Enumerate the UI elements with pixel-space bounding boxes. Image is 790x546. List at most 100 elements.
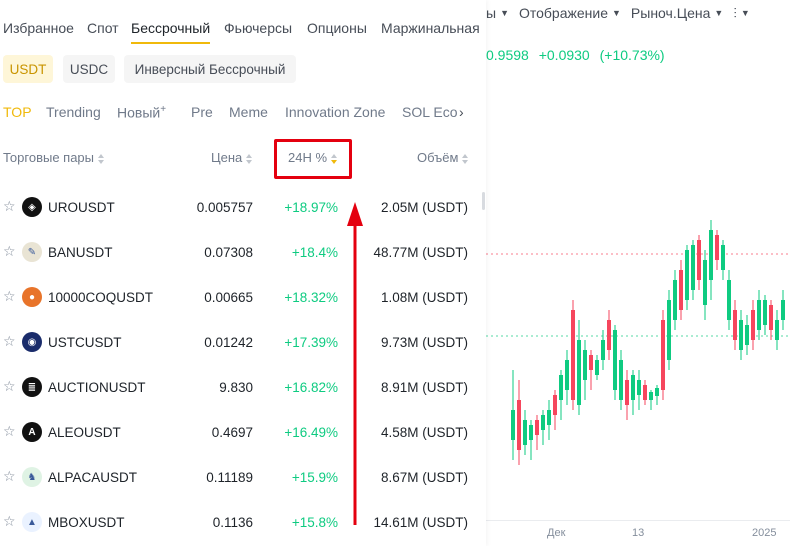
chip-inverse-perpetual[interactable]: Инверсный Бессрочный (124, 55, 296, 83)
sort-desc-icon (331, 153, 338, 164)
star-icon[interactable]: ☆ (3, 513, 16, 529)
pair-volume: 14.61M (USDT) (373, 515, 468, 530)
candle-body (709, 230, 713, 280)
header-price[interactable]: Цена (211, 150, 253, 165)
x-tick-label: 2025 (752, 527, 777, 539)
candle-body (637, 380, 641, 395)
star-icon[interactable]: ☆ (3, 423, 16, 439)
header-pair[interactable]: Торговые пары (3, 150, 105, 165)
pair-change: +16.49% (284, 425, 338, 440)
coin-icon: ▲ (22, 512, 42, 532)
chevron-right-icon[interactable]: › (459, 104, 464, 120)
candle-body (739, 320, 743, 350)
candle-body (745, 325, 749, 345)
candle-body (757, 300, 761, 330)
header-volume[interactable]: Объём (417, 150, 469, 165)
table-row[interactable]: ☆ ◉ USTCUSDT 0.01242 +17.39% 9.73M (USDT) (0, 320, 486, 365)
header-24h-change[interactable]: 24H % (288, 150, 338, 165)
pair-change: +15.8% (291, 515, 338, 530)
candle-body (613, 330, 617, 390)
candle-body (631, 375, 635, 400)
tab-trending[interactable]: Trending (46, 104, 101, 120)
candle-body (727, 280, 731, 320)
candle-body (691, 245, 695, 290)
x-tick-label: Дек (547, 527, 566, 539)
table-row[interactable]: ☆ ♞ ALPACAUSDT 0.11189 +15.9% 8.67M (USDT) (0, 455, 486, 500)
new-badge: + (160, 104, 167, 115)
candlestick-chart[interactable] (486, 70, 790, 520)
toolbar-indicators-dropdown[interactable]: ⫶ ▼ (733, 5, 749, 22)
table-row[interactable]: ☆ ▲ MBOXUSDT 0.1136 +15.8% 14.61M (USDT) (0, 500, 486, 545)
candle-body (667, 300, 671, 360)
chip-usdc[interactable]: USDC (63, 55, 115, 83)
candle-body (697, 240, 701, 280)
pair-symbol: MBOXUSDT (48, 515, 125, 530)
tab-futures[interactable]: Фьючерсы (224, 20, 293, 36)
toolbar-label: Отображение (518, 5, 608, 21)
candle-body (577, 340, 581, 405)
caret-down-icon: ▼ (612, 8, 621, 18)
candle-body (673, 280, 677, 320)
scrollbar[interactable] (482, 192, 485, 210)
table-row[interactable]: ☆ ◈ UROUSDT 0.005757 +18.97% 2.05M (USDT) (0, 185, 486, 230)
star-icon[interactable]: ☆ (3, 198, 16, 214)
star-icon[interactable]: ☆ (3, 288, 16, 304)
candle-body (589, 355, 593, 370)
pair-price: 0.00665 (204, 290, 253, 305)
coin-icon: ✎ (22, 242, 42, 262)
chart-pane[interactable]: ы ▼ Отображение ▼ Рыноч.Цена ▼ ⫶ ▼ 0.9598 +0… (486, 0, 790, 546)
coin-icon: ◈ (22, 197, 42, 217)
tab-sol-eco[interactable]: SOL Eco (402, 104, 458, 120)
toolbar-display-dropdown[interactable]: Отображение ▼ (519, 5, 621, 21)
tab-perpetual[interactable]: Бессрочный (131, 20, 211, 36)
tab-new[interactable]: Новый+ (117, 104, 166, 121)
tab-margin[interactable]: Маржинальная (381, 20, 480, 36)
tab-pre[interactable]: Pre (191, 104, 213, 120)
toolbar-item-partial[interactable]: ы ▼ (486, 5, 509, 21)
candle-body (559, 375, 563, 400)
pair-price: 9.830 (219, 380, 253, 395)
table-row[interactable]: ☆ A ALEOUSDT 0.4697 +16.49% 4.58M (USDT) (0, 410, 486, 455)
pair-volume: 2.05M (USDT) (380, 200, 468, 215)
tab-new-label: Новый (117, 104, 161, 121)
candle-body (649, 392, 653, 400)
pair-change: +17.39% (284, 335, 338, 350)
tab-top[interactable]: TOP (3, 104, 32, 120)
candle-body (763, 300, 767, 325)
category-tabs: TOP Trending Новый+ Pre Meme Innovation … (0, 104, 486, 124)
candle-body (715, 235, 719, 260)
candle-body (565, 360, 569, 390)
table-row[interactable]: ☆ ≣ AUCTIONUSDT 9.830 +16.82% 8.91M (USDT) (0, 365, 486, 410)
toolbar-price-type-dropdown[interactable]: Рыноч.Цена ▼ (631, 5, 723, 21)
pair-volume: 1.08M (USDT) (380, 290, 468, 305)
candle-body (733, 310, 737, 340)
star-icon[interactable]: ☆ (3, 378, 16, 394)
header-pair-label: Торговые пары (3, 150, 95, 165)
candle-body (607, 320, 611, 350)
coin-icon: ◉ (22, 332, 42, 352)
candle-body (775, 320, 779, 340)
chip-usdt[interactable]: USDT (3, 55, 53, 83)
x-tick-label: 13 (632, 527, 645, 539)
tab-spot[interactable]: Спот (87, 20, 119, 36)
star-icon[interactable]: ☆ (3, 468, 16, 484)
tab-options[interactable]: Опционы (307, 20, 367, 36)
pair-change: +18.97% (284, 200, 338, 215)
star-icon[interactable]: ☆ (3, 243, 16, 259)
toolbar-label: Рыноч.Цена (630, 5, 711, 21)
change-abs: +0.0930 (538, 47, 590, 63)
table-row[interactable]: ☆ ✎ BANUSDT 0.07308 +18.4% 48.77M (USDT) (0, 230, 486, 275)
pair-price: 0.11189 (206, 470, 253, 485)
table-row[interactable]: ☆ ● 10000COQUSDT 0.00665 +18.32% 1.08M (USDT) (0, 275, 486, 320)
star-icon[interactable]: ☆ (3, 333, 16, 349)
candle-body (529, 425, 533, 440)
tab-innovation-zone[interactable]: Innovation Zone (285, 104, 386, 120)
tab-favorites[interactable]: Избранное (3, 20, 74, 36)
pair-volume: 8.91M (USDT) (380, 380, 468, 395)
tab-meme[interactable]: Meme (229, 104, 268, 120)
candle-body (703, 260, 707, 305)
coin-icon: ● (22, 287, 42, 307)
candle-body (751, 310, 755, 340)
candle-body (679, 270, 683, 310)
header-volume-label: Объём (417, 150, 459, 165)
